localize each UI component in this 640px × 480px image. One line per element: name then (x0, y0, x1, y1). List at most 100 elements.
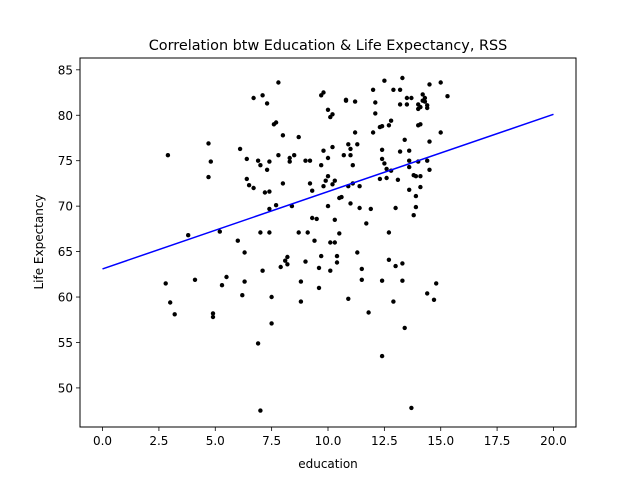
data-point (386, 257, 392, 262)
data-point (244, 176, 249, 182)
data-point (276, 153, 281, 158)
data-point (319, 163, 324, 168)
x-tick-label: 17.5 (484, 434, 511, 448)
data-point (285, 254, 290, 260)
data-point (219, 283, 225, 288)
data-point (357, 205, 362, 211)
data-point (328, 240, 333, 245)
data-point (355, 142, 360, 147)
data-point (262, 190, 268, 195)
data-point (310, 215, 315, 221)
data-point (321, 90, 326, 95)
data-point (343, 98, 349, 103)
data-point (287, 159, 292, 164)
data-point (382, 161, 387, 166)
data-point (418, 122, 423, 127)
data-point (427, 167, 432, 172)
data-point (339, 194, 344, 200)
data-point (418, 174, 423, 179)
data-point (407, 148, 412, 153)
data-point (402, 325, 407, 331)
data-point (420, 92, 425, 97)
data-point (296, 134, 301, 140)
data-point (323, 178, 328, 183)
data-point (269, 294, 274, 300)
data-point (325, 107, 331, 113)
data-point (407, 164, 412, 170)
data-point (273, 120, 279, 125)
x-axis-label: education (298, 457, 358, 471)
data-point (307, 158, 313, 163)
plot-area (102, 75, 554, 413)
data-point (346, 142, 351, 147)
data-point (325, 155, 331, 161)
data-point (287, 155, 292, 161)
data-point (393, 263, 398, 269)
y-tick-label: 55 (58, 336, 73, 350)
data-point (235, 238, 240, 243)
y-axis: 50 55 60 65 70 75 80 85 (58, 63, 80, 395)
data-point (246, 183, 252, 188)
y-tick-label: 60 (58, 291, 73, 305)
data-point (310, 188, 315, 193)
data-point (332, 178, 337, 183)
data-point (411, 213, 416, 218)
data-point (418, 184, 423, 190)
x-tick-label: 5.0 (206, 434, 225, 448)
x-tick-label: 2.5 (149, 434, 168, 448)
data-point (314, 216, 319, 222)
x-tick-label: 12.5 (371, 434, 398, 448)
x-tick-label: 10.0 (315, 434, 342, 448)
regression-line (102, 113, 554, 270)
data-point (355, 250, 360, 255)
data-point (434, 281, 439, 286)
data-point (391, 299, 396, 304)
data-point (427, 139, 432, 144)
data-point (251, 185, 256, 191)
data-point (391, 87, 396, 93)
y-tick-label: 80 (58, 109, 73, 123)
data-point (384, 175, 389, 181)
data-point (330, 182, 335, 187)
data-point (337, 231, 342, 236)
data-point (438, 130, 443, 135)
data-point (307, 181, 313, 186)
data-point (217, 229, 222, 234)
data-point (237, 146, 243, 152)
data-point (425, 158, 430, 163)
data-point (303, 158, 308, 163)
data-point (334, 260, 340, 265)
data-point (370, 130, 376, 135)
data-point (172, 312, 177, 317)
data-point (251, 95, 256, 101)
data-point (400, 261, 405, 266)
data-point (267, 230, 272, 235)
data-point (330, 144, 335, 150)
data-point (413, 193, 419, 199)
data-point (382, 78, 387, 83)
data-point (328, 268, 333, 273)
data-point (397, 102, 403, 107)
data-point (224, 274, 229, 280)
data-point (346, 296, 351, 301)
data-point (280, 133, 286, 138)
data-point (273, 203, 279, 208)
data-point (316, 285, 322, 291)
data-point (368, 206, 373, 212)
data-point (334, 253, 340, 259)
y-tick-label: 65 (58, 245, 73, 259)
data-point (407, 187, 412, 192)
data-point (370, 87, 376, 93)
x-tick-label: 20.0 (540, 434, 567, 448)
data-point (373, 100, 378, 105)
data-point (258, 408, 263, 413)
data-point (208, 159, 213, 164)
data-point (242, 279, 247, 284)
data-point (192, 277, 198, 282)
data-point (431, 297, 437, 302)
data-point (292, 153, 297, 158)
data-point (413, 204, 419, 210)
data-point (397, 87, 403, 93)
data-point (373, 111, 378, 116)
